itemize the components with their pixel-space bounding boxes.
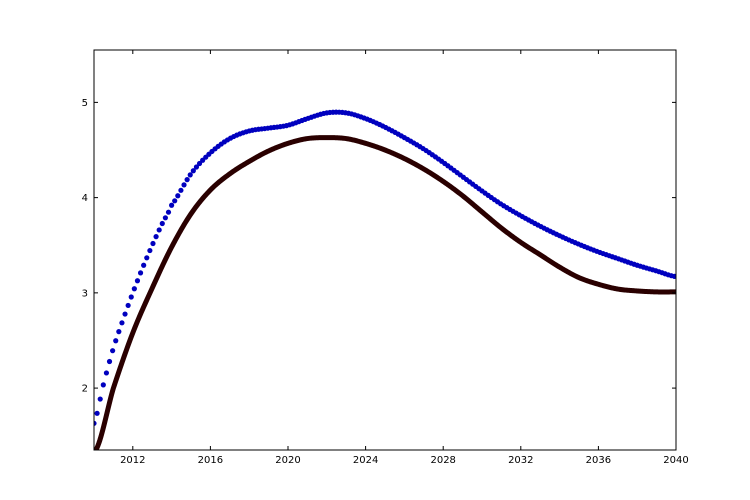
- series-1: [94, 109, 676, 426]
- data-point: [119, 320, 125, 326]
- axes-layer: 2012 2016 2020 2024 2028 2032 2036 2040 2 3 4 5: [82, 49, 689, 466]
- data-point: [125, 302, 131, 309]
- data-point: [181, 182, 187, 188]
- data-point: [134, 278, 141, 284]
- series-2: [94, 135, 676, 450]
- data-point: [172, 198, 178, 204]
- data-point: [122, 311, 128, 317]
- data-point: [187, 172, 193, 178]
- y-tick-label: 5: [82, 98, 88, 109]
- data-point: [141, 262, 147, 268]
- data-point: [128, 294, 134, 300]
- data-point: [137, 270, 144, 276]
- data-point: [184, 177, 190, 183]
- data-point: [106, 358, 113, 365]
- x-tick-label: 2024: [353, 455, 378, 466]
- data-point: [162, 215, 168, 221]
- data-point: [110, 348, 116, 354]
- data-point: [156, 227, 162, 233]
- series-line: [94, 135, 676, 450]
- data-point: [175, 193, 181, 199]
- x-tick-label: 2040: [663, 455, 688, 466]
- data-point: [144, 255, 150, 261]
- data-point: [97, 396, 103, 402]
- data-point: [103, 370, 110, 376]
- y-tick-label: 4: [82, 193, 88, 204]
- data-point: [178, 187, 184, 193]
- data-point: [94, 420, 97, 426]
- data-point: [153, 234, 159, 240]
- data-point: [159, 220, 165, 227]
- series-layer: [94, 109, 676, 450]
- x-tick-label: 2012: [120, 455, 145, 466]
- plot-background: [94, 50, 676, 450]
- data-point: [131, 286, 137, 292]
- x-tick-label: 2036: [586, 455, 611, 466]
- x-tick-label: 2020: [275, 455, 300, 466]
- y-tick-label: 2: [82, 384, 88, 395]
- data-point: [190, 168, 196, 174]
- plot-frame: [93, 49, 677, 451]
- data-point: [169, 202, 175, 208]
- data-point: [150, 240, 156, 247]
- data-point: [100, 382, 106, 388]
- y-tick-label: 3: [82, 288, 88, 299]
- plot-area: [94, 50, 676, 450]
- data-point: [147, 247, 153, 254]
- data-point: [113, 338, 119, 344]
- data-point: [671, 273, 676, 279]
- data-point: [193, 164, 200, 170]
- data-point: [116, 329, 122, 335]
- data-point: [94, 410, 100, 416]
- x-tick-label: 2032: [508, 455, 533, 466]
- x-tick-label: 2016: [198, 455, 223, 466]
- data-point: [165, 209, 172, 215]
- data-point: [196, 160, 203, 167]
- x-tick-label: 2028: [430, 455, 455, 466]
